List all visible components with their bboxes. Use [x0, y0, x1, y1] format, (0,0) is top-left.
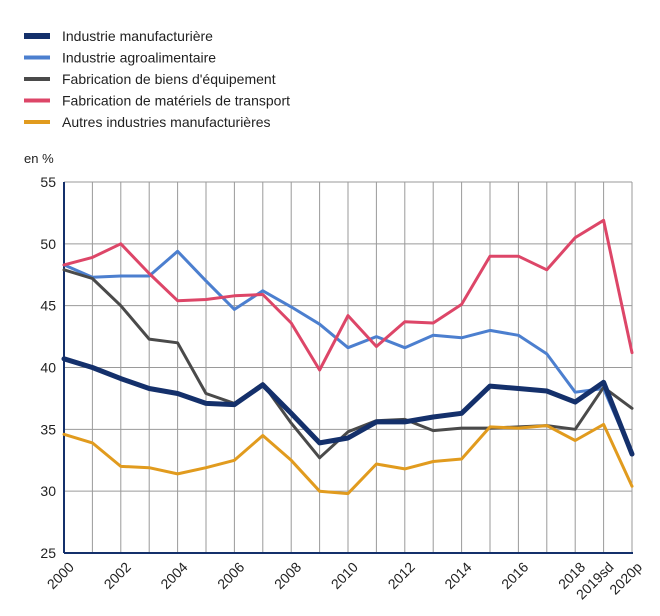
- x-axis: 2000 2002 2004 2006 2008 2010 2012 2014 2016 2018…: [44, 559, 645, 603]
- x-tick-label-2010: 2010: [328, 559, 361, 592]
- y-tick-label-45: 45: [40, 298, 56, 314]
- y-axis: 25 30 35 40 45 50 55: [40, 174, 56, 561]
- y-tick-label-50: 50: [40, 236, 56, 252]
- grid: [63, 181, 633, 554]
- x-tick-label-2008: 2008: [271, 559, 304, 592]
- x-tick-label-2014: 2014: [441, 559, 474, 592]
- legend-label-autres-industries-manufacturieres: Autres industries manufacturières: [62, 114, 271, 130]
- y-tick-label-55: 55: [40, 174, 56, 190]
- x-tick-label-2012: 2012: [385, 559, 418, 592]
- x-tick-label-2006: 2006: [214, 559, 247, 592]
- x-tick-label-2004: 2004: [157, 559, 190, 592]
- series-autres-industries-manufacturieres: [62, 422, 634, 496]
- legend-label-fabrication-de-biens-d-equipement: Fabrication de biens d'équipement: [62, 71, 276, 87]
- series-line-autres-industries-manufacturieres: [62, 422, 634, 496]
- legend-label-fabrication-de-materiels-de-transport: Fabrication de matériels de transport: [62, 93, 290, 109]
- x-tick-label-2002: 2002: [101, 559, 134, 592]
- x-tick-label-2020p: 2020p: [606, 559, 645, 598]
- series-line-industrie-agroalimentaire: [62, 249, 634, 456]
- legend: Industrie manufacturière Industrie agroal…: [24, 28, 290, 130]
- x-tick-label-2000: 2000: [44, 559, 77, 592]
- series-group: [61, 218, 635, 496]
- series-line-industrie-manufacturiere: [61, 356, 635, 457]
- y-tick-label-25: 25: [40, 545, 56, 561]
- y-tick-label-30: 30: [40, 483, 56, 499]
- legend-label-industrie-manufacturiere: Industrie manufacturière: [62, 28, 213, 44]
- x-tick-label-2016: 2016: [498, 559, 531, 592]
- y-tick-label-40: 40: [40, 360, 56, 376]
- legend-label-industrie-agroalimentaire: Industrie agroalimentaire: [62, 50, 216, 66]
- series-industrie-agroalimentaire: [62, 249, 634, 456]
- y-axis-unit-label: en %: [24, 151, 54, 166]
- series-industrie-manufacturiere: [61, 356, 635, 457]
- y-tick-label-35: 35: [40, 421, 56, 437]
- series-line-fabrication-de-materiels-de-transport: [62, 218, 634, 372]
- series-fabrication-de-materiels-de-transport: [62, 218, 634, 372]
